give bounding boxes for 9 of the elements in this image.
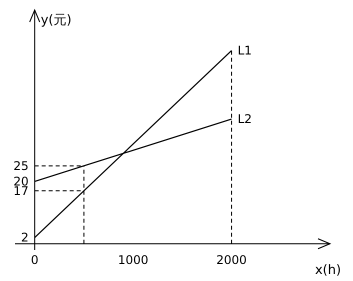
x-tick-label: 2000 bbox=[216, 252, 247, 267]
y-tick-label: 25 bbox=[13, 158, 29, 173]
series-label: L2 bbox=[238, 112, 252, 126]
series-label: L1 bbox=[238, 44, 252, 58]
x-axis-title: x(h) bbox=[314, 262, 342, 278]
y-tick-label: 2 bbox=[21, 230, 29, 245]
y-axis-title: y(元) bbox=[40, 13, 72, 28]
x-tick-label: 0 bbox=[30, 252, 39, 267]
x-tick-label: 1000 bbox=[118, 252, 148, 267]
